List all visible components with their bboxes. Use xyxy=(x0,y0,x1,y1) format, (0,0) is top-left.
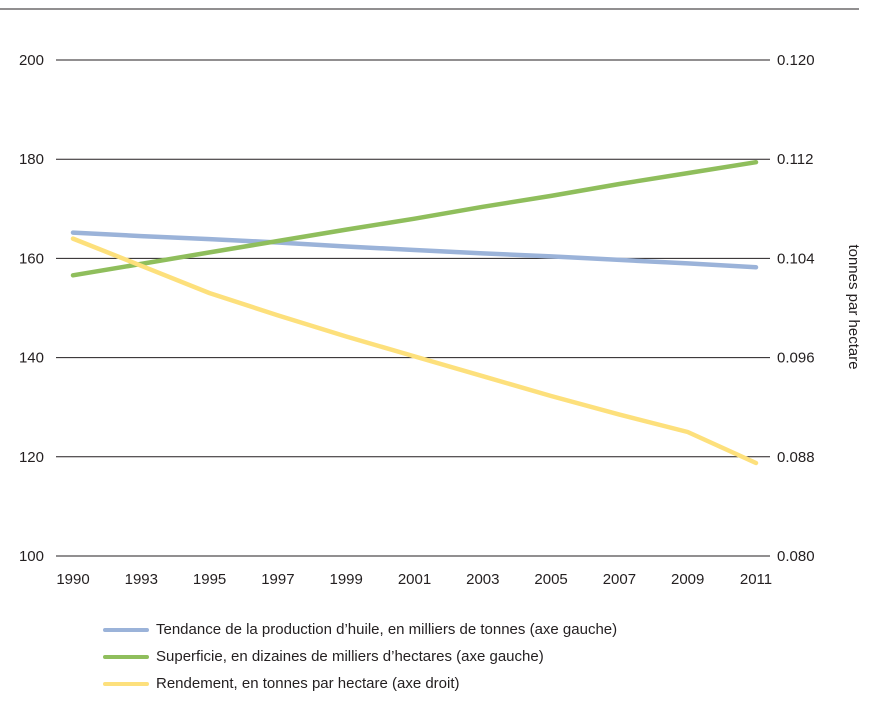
series-line-1 xyxy=(70,230,759,270)
left-tick-label: 100 xyxy=(19,548,44,565)
legend-item-2: Superficie, en dizaines de milliers d’he… xyxy=(103,643,617,670)
left-tick-label: 200 xyxy=(19,52,44,69)
legend-label: Rendement, en tonnes par hectare (axe dr… xyxy=(156,675,460,692)
legend-item-3: Rendement, en tonnes par hectare (axe dr… xyxy=(103,670,617,697)
left-tick-label: 140 xyxy=(19,350,44,367)
x-tick-label: 1995 xyxy=(193,571,226,588)
series-line-3 xyxy=(70,236,759,466)
grid-lines xyxy=(56,59,770,557)
right-tick-label: 0.088 xyxy=(777,449,815,466)
x-tick-label: 2011 xyxy=(740,571,772,588)
x-tick-label: 1999 xyxy=(330,571,363,588)
x-tick-label: 1990 xyxy=(56,571,89,588)
right-tick-label: 0.080 xyxy=(777,548,815,565)
left-axis: 200 180 160 140 120 100 xyxy=(19,52,44,565)
series-line-2 xyxy=(70,159,759,278)
right-tick-label: 0.104 xyxy=(777,250,815,267)
right-axis-label: tonnes par hectare xyxy=(845,244,862,369)
left-tick-label: 160 xyxy=(19,250,44,267)
legend: Tendance de la production d’huile, en mi… xyxy=(103,616,617,697)
legend-swatch xyxy=(103,681,149,686)
x-tick-label: 2009 xyxy=(671,571,704,588)
legend-swatch xyxy=(103,627,149,632)
legend-swatch xyxy=(103,654,149,659)
x-tick-label: 2001 xyxy=(398,571,431,588)
x-tick-label: 1993 xyxy=(125,571,158,588)
left-tick-label: 120 xyxy=(19,449,44,466)
x-tick-label: 2005 xyxy=(534,571,567,588)
x-axis: 1990 1993 1995 1997 1999 2001 2003 2005 2007 2009… xyxy=(56,571,772,588)
right-tick-label: 0.120 xyxy=(777,52,815,69)
right-tick-label: 0.096 xyxy=(777,350,815,367)
series-group xyxy=(70,159,759,466)
right-axis: 0.120 0.112 0.104 0.096 0.088 0.080 xyxy=(777,52,815,565)
legend-item-1: Tendance de la production d’huile, en mi… xyxy=(103,616,617,643)
legend-label: Tendance de la production d’huile, en mi… xyxy=(156,621,618,638)
left-tick-label: 180 xyxy=(19,151,44,168)
legend-label: Superficie, en dizaines de milliers d’he… xyxy=(156,648,544,665)
x-tick-label: 2003 xyxy=(466,571,499,588)
right-tick-label: 0.112 xyxy=(777,151,813,168)
x-tick-label: 1997 xyxy=(261,571,294,588)
x-tick-label: 2007 xyxy=(603,571,636,588)
